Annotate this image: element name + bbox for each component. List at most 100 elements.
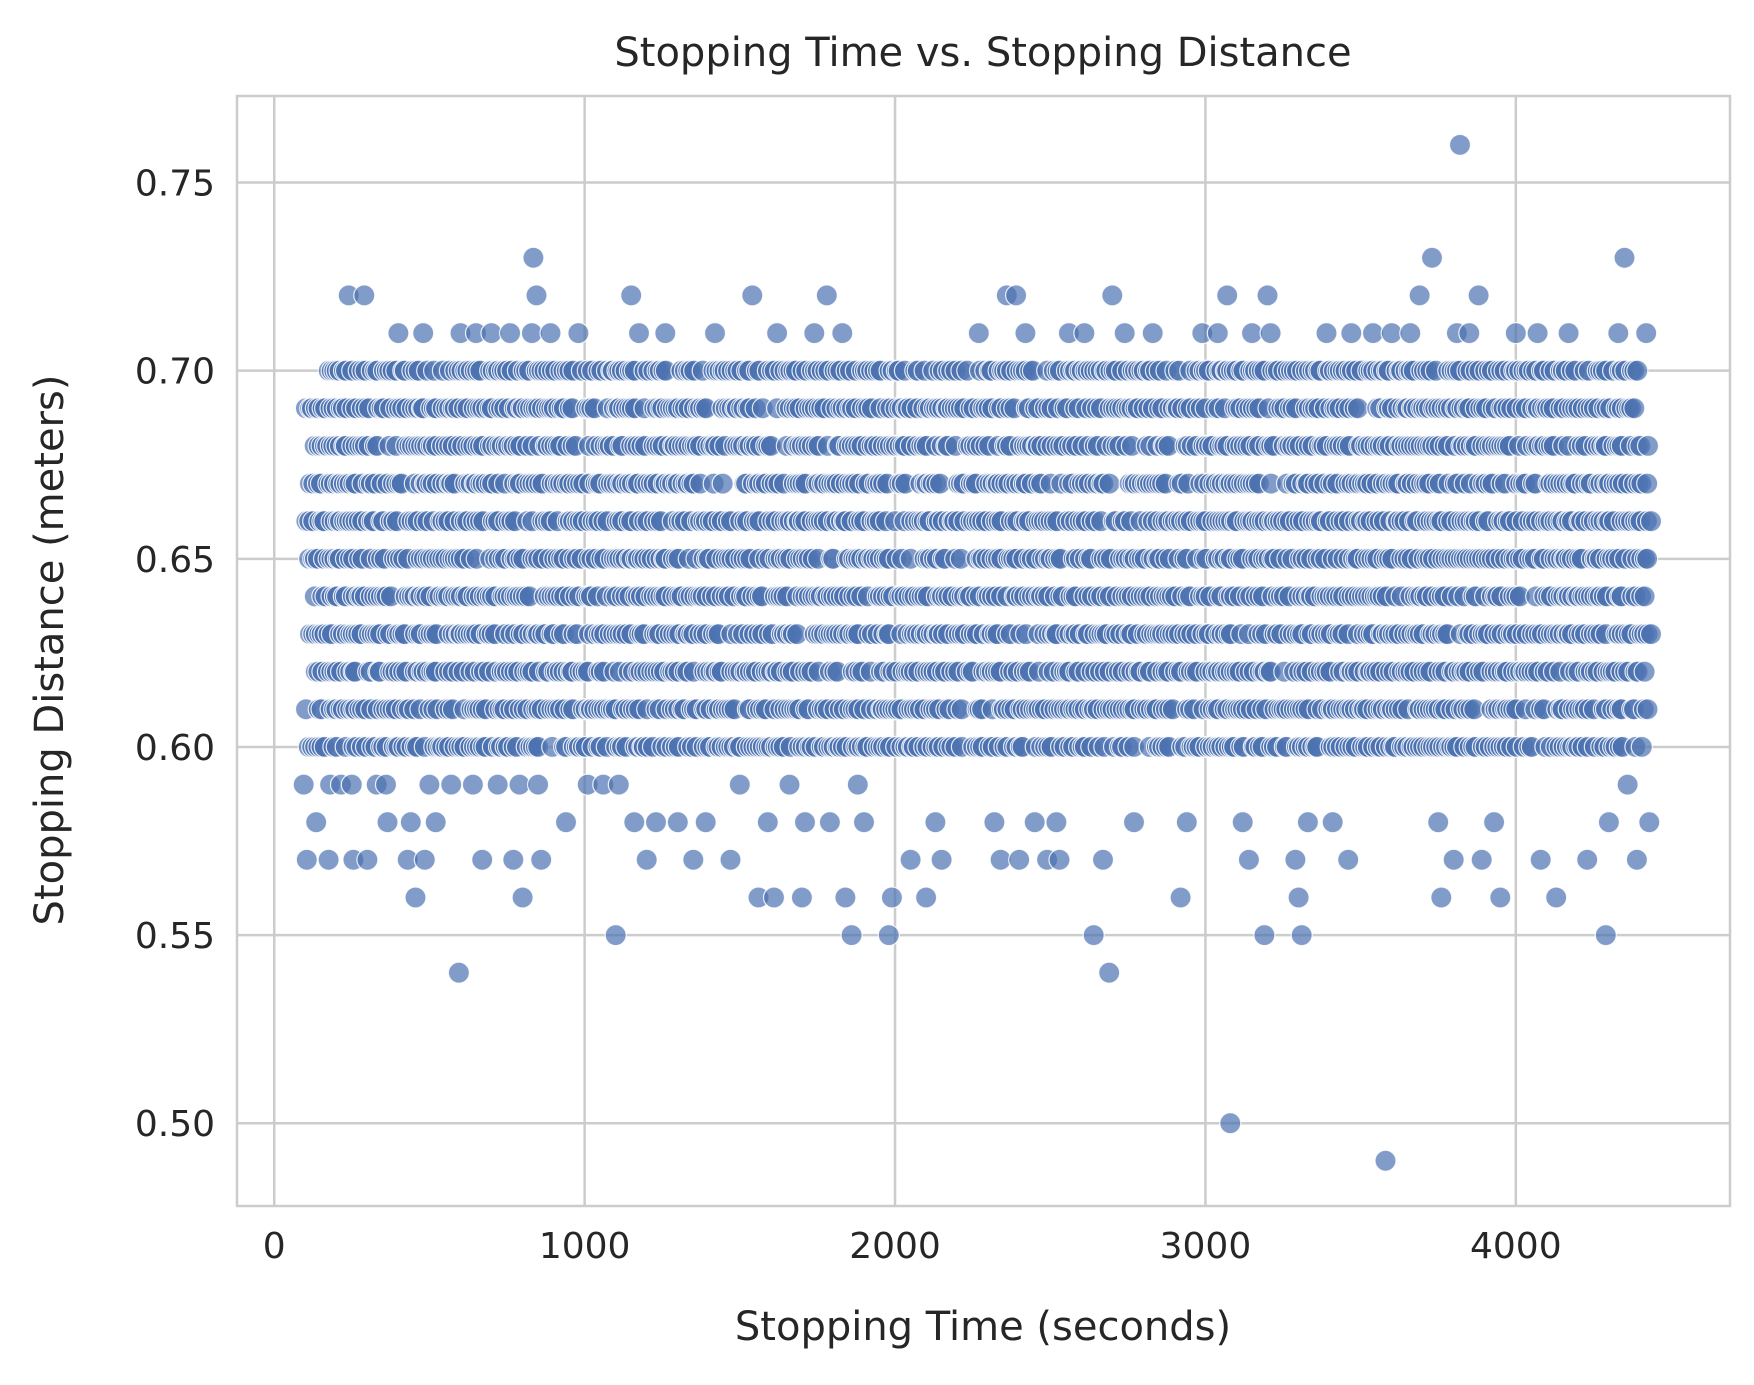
data-point [1023,811,1046,834]
x-tick-label: 0 [263,1226,286,1267]
data-point [1045,811,1068,834]
data-point [1259,322,1282,345]
data-point [1380,322,1403,345]
data-point [834,886,857,909]
data-point [1594,923,1617,947]
x-tick-label: 2000 [849,1226,941,1267]
data-points [292,133,1663,1172]
data-point [815,284,838,307]
data-point [682,848,705,871]
data-point [1623,397,1646,420]
data-point [1082,923,1105,947]
data-point [1004,284,1028,307]
data-point [374,773,398,796]
data-point [511,886,534,909]
data-point [1253,923,1276,947]
data-point [1420,246,1444,269]
data-point [1141,322,1164,345]
y-axis-label: Stopping Distance (meters) [27,375,73,926]
data-point [1633,660,1656,683]
data-point [1467,284,1490,307]
data-point [1430,886,1453,909]
data-point [1636,472,1659,495]
data-point [1399,322,1422,345]
data-point [413,848,436,871]
data-point [1545,886,1568,909]
data-point [989,848,1012,871]
data-point [1557,322,1580,345]
data-point [447,961,470,984]
data-point [880,886,904,909]
data-point [1636,698,1659,721]
y-tick-label: 0.70 [135,352,215,393]
data-point [1442,848,1465,871]
data-point [818,811,842,834]
data-point [526,773,550,796]
data-point [340,773,363,796]
data-point [567,322,590,345]
y-tick-label: 0.55 [135,916,215,957]
data-point [1287,886,1310,909]
data-point [295,848,318,871]
y-tick-label: 0.60 [135,728,215,769]
data-point [930,848,953,871]
data-point [1635,547,1659,570]
data-point [1337,848,1360,871]
y-tick-label: 0.75 [135,164,215,205]
data-point [1470,848,1493,871]
data-point [376,811,399,834]
data-point [1633,585,1656,608]
data-point [635,848,658,871]
data-point [914,886,938,909]
data-point [728,773,751,796]
data-point [620,284,643,307]
data-point [778,773,801,796]
data-point [1008,848,1031,871]
data-point [1638,811,1661,834]
data-point [1448,133,1472,156]
y-tick-label: 0.65 [135,540,215,581]
data-point [666,811,689,834]
data-point [399,811,422,834]
data-point [486,773,509,796]
data-point [1630,735,1653,759]
data-point [1597,811,1621,834]
data-point [522,246,545,269]
data-point [1635,322,1658,345]
data-point [1321,811,1344,834]
data-point [967,322,990,345]
data-point [1315,322,1338,345]
data-point [756,811,779,834]
data-point [1175,811,1198,834]
x-tick-label: 3000 [1160,1226,1252,1267]
data-point [440,773,463,796]
data-point [1576,848,1599,871]
data-point [1231,811,1254,834]
plot-frame [235,94,1732,1208]
data-point [520,322,544,345]
data-point [424,811,447,834]
data-point [607,773,630,796]
data-point [1256,284,1279,307]
data-point [803,322,826,345]
data-point [412,322,435,345]
data-point [305,811,328,834]
data-point [1219,1112,1242,1135]
data-point [831,322,854,345]
data-point [1122,811,1146,834]
data-point [654,322,677,345]
data-point [1098,472,1121,495]
data-point [418,773,441,796]
x-axis-label: Stopping Time (seconds) [735,1304,1231,1350]
data-point [387,322,410,345]
data-point [793,811,817,834]
data-point [1616,773,1639,796]
data-point [1625,848,1649,871]
data-point [1340,322,1363,345]
data-point [525,284,548,307]
x-tick-label: 1000 [539,1226,631,1267]
chart-title: Stopping Time vs. Stopping Distance [614,30,1351,76]
data-point [1458,322,1481,345]
